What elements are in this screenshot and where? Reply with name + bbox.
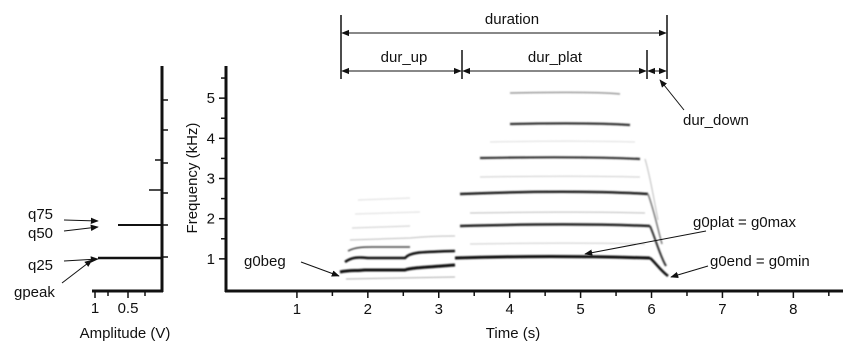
x-tick-label: 3 (435, 301, 443, 318)
amplitude-tick-label-0.5: 0.5 (118, 300, 139, 317)
harmonic-band-h4 (479, 156, 641, 161)
rise-band-faint-2 (351, 225, 411, 229)
dur-down-label: dur_down (683, 112, 749, 129)
y-tick-label: 5 (207, 90, 215, 107)
q25-label: q25 (28, 257, 53, 274)
y-tick-label: 4 (207, 130, 215, 147)
harmonic-band-h1 (454, 255, 651, 260)
rise-band-faint-3 (354, 211, 421, 215)
rise-band-faint-1 (349, 235, 456, 241)
g0plat-arrow (584, 230, 707, 256)
pitch-annotations: g0beg g0plat = g0max g0end = g0min (244, 214, 810, 279)
q50-arrow (63, 224, 99, 232)
x-tick-label: 6 (647, 301, 655, 318)
fall-band-h2 (649, 225, 667, 267)
harmonic-band-h6 (509, 91, 621, 95)
rise-band-h3 (347, 246, 410, 252)
gpeak-label: gpeak (14, 284, 55, 301)
harmonic-band-h3 (459, 190, 649, 196)
duration-label: duration (485, 11, 539, 28)
x-tick-label: 5 (576, 301, 584, 318)
spectrogram-x-label: Time (s) (486, 325, 540, 342)
harmonic-band-h5 (509, 122, 631, 127)
x-tick-label: 7 (718, 301, 726, 318)
q75-label: q75 (28, 206, 53, 223)
harmonic-band-h2 (459, 223, 651, 228)
q50-label: q50 (28, 225, 53, 242)
spectrogram-x-ticks: 1 2 3 4 5 6 7 8 (293, 291, 830, 318)
g0beg-label: g0beg (244, 253, 286, 270)
fall-band-faint-1 (644, 158, 659, 221)
spectrogram-y-label: Frequency (kHz) (184, 123, 201, 234)
g0plat-label: g0plat = g0max (693, 214, 796, 231)
q75-arrow (63, 217, 99, 224)
rise-band-faint-5 (345, 276, 456, 280)
harmonic-band-faint-3 (479, 175, 641, 178)
spectrogram-bands (339, 91, 669, 280)
y-tick-label: 1 (207, 251, 215, 268)
q25-arrow (63, 256, 99, 263)
dur-up-label: dur_up (381, 49, 428, 66)
g0end-arrow (670, 265, 709, 279)
rise-band-h1 (339, 263, 456, 274)
amplitude-tick-label-1: 1 (91, 300, 99, 317)
harmonic-band-faint-4 (489, 140, 636, 143)
dur-down-arrow (659, 79, 685, 111)
x-tick-label: 1 (293, 301, 301, 318)
amplitude-panel: 1 0.5 Amplitude (V) q75 q50 q25 gpeak (14, 66, 170, 342)
dur-plat-label: dur_plat (528, 49, 583, 66)
x-tick-label: 4 (506, 301, 514, 318)
spectrogram-axes: 1 2 3 4 5 1 2 3 4 5 6 7 8 Time (s) Frequency (kHz) (184, 66, 843, 342)
harmonic-band-faint-2 (469, 242, 646, 245)
g0beg-arrow (300, 261, 340, 277)
spectrogram-y-ticks: 1 2 3 4 5 (207, 77, 226, 268)
gpeak-arrow (61, 259, 93, 284)
rise-band-h2 (344, 249, 456, 264)
x-tick-label: 2 (364, 301, 372, 318)
amplitude-x-label: Amplitude (V) (80, 325, 171, 342)
rise-band-faint-4 (357, 197, 411, 201)
y-tick-label: 3 (207, 171, 215, 188)
y-tick-label: 2 (207, 211, 215, 228)
harmonic-band-faint-1 (469, 211, 646, 214)
fall-band-h3 (647, 193, 663, 245)
fall-band-h1 (649, 257, 669, 277)
x-tick-label: 8 (789, 301, 797, 318)
g0end-label: g0end = g0min (710, 253, 810, 270)
duration-annotations: duration dur_up dur_plat dur_down (340, 11, 749, 129)
